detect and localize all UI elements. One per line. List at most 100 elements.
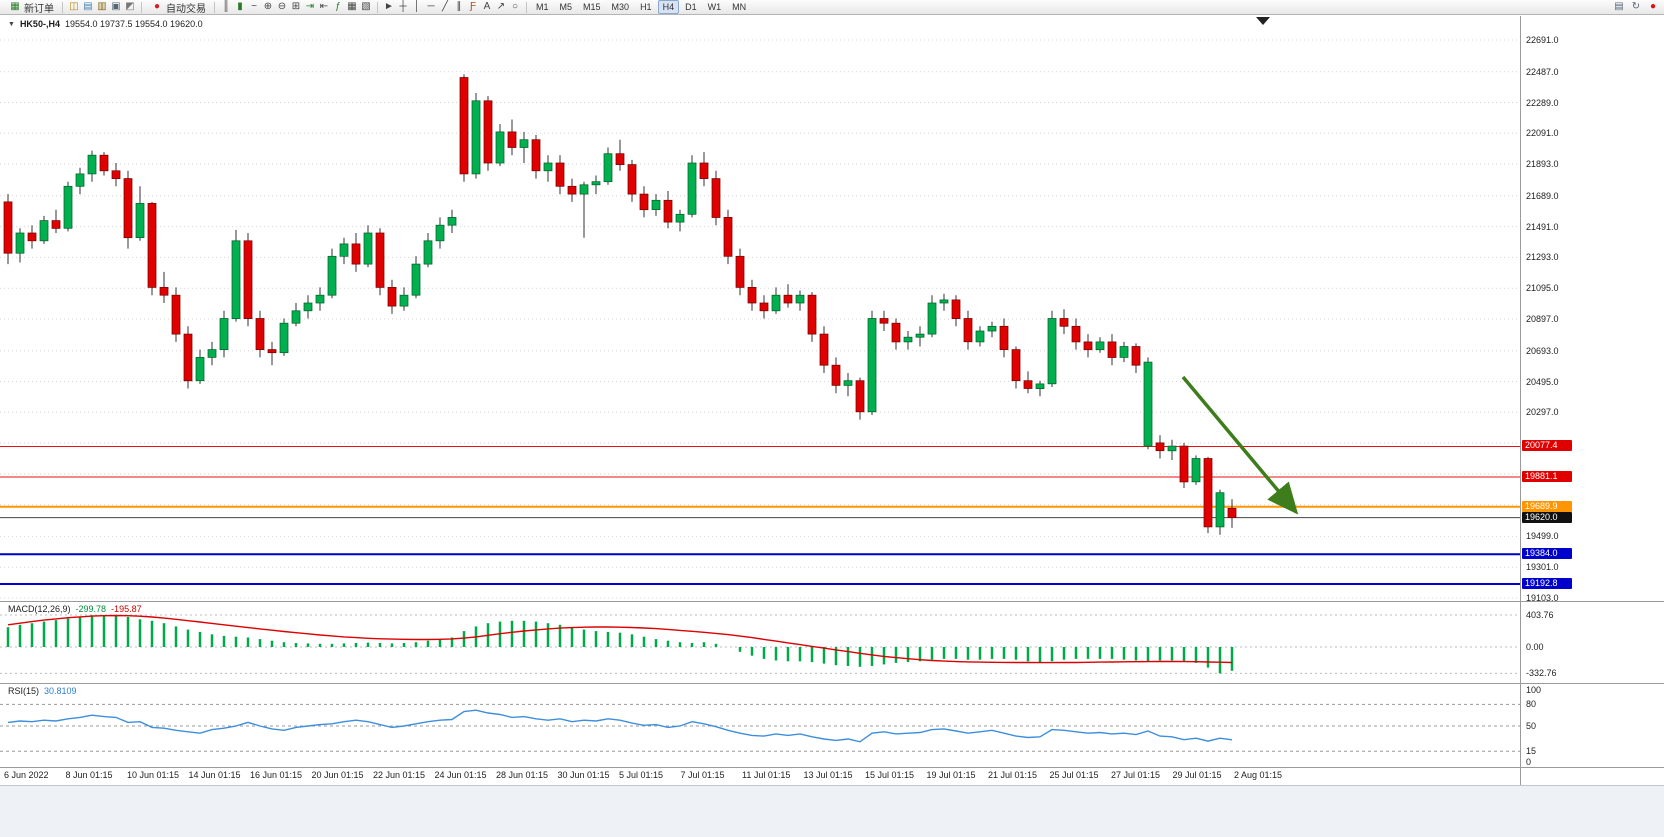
time-label: 29 Jul 01:15 [1172,770,1222,780]
time-label: 28 Jun 01:15 [496,770,549,780]
text-icon[interactable]: A [483,1,491,12]
timeframe-w1-button[interactable]: W1 [707,2,722,12]
periods-icon[interactable]: ▦ [347,1,357,12]
scale-label: 21491.0 [1526,221,1559,232]
autotrading-button[interactable]: ● 自动交易 [146,0,210,15]
timeframe-mn-button[interactable]: MN [732,2,747,12]
templates-icon[interactable]: ▧ [361,1,371,12]
candle-body [1215,492,1225,528]
chart-area[interactable]: ▼ HK50-,H4 19554.0 19737.5 19554.0 19620… [0,16,1664,837]
scale-label: 20297.0 [1526,407,1559,418]
candle-body [363,232,373,265]
candle-body [219,318,229,350]
rsi-panel[interactable] [0,683,1520,767]
vertical-line-icon[interactable]: │ [413,1,421,12]
scale-label: 50 [1526,721,1537,731]
toolbar-separator [526,1,527,13]
timeframe-h4-button[interactable]: H4 [657,0,680,14]
timeframe-m5-button[interactable]: M5 [559,2,573,12]
candle-body [303,302,313,312]
candle-body [207,349,217,358]
candlestick-chart-icon[interactable]: ▮ [237,1,243,12]
candle-body [903,336,913,343]
market-watch-icon[interactable]: ◫ [69,1,79,12]
candle-body [759,302,769,312]
data-window-icon[interactable]: ▤ [83,1,93,12]
macd-panel[interactable] [0,601,1520,683]
fibonacci-icon[interactable]: Ƒ [469,1,477,12]
panel-separator[interactable] [0,601,1664,602]
refresh-icon[interactable]: ↻ [1631,1,1641,12]
trendline-icon[interactable]: ╱ [441,1,449,12]
candle-body [603,153,613,183]
navigator-icon[interactable]: ▥ [97,1,107,12]
rsi-label: RSI(15) 30.8109 [8,686,77,696]
chart-list-icon[interactable]: ▤ [1614,1,1624,12]
trend-arrow[interactable] [1181,375,1299,515]
panel-separator[interactable] [0,683,1664,684]
scale-label: 15 [1526,746,1537,757]
time-label: 25 Jul 01:15 [1049,770,1099,780]
timeframe-m15-button[interactable]: M15 [583,2,601,12]
candle-body [1179,445,1189,483]
time-label: 7 Jul 01:15 [680,770,725,780]
candle-body [3,201,13,254]
candle-body [1071,325,1081,343]
macd-signal-value: -195.87 [111,604,142,614]
horizontal-line-icon[interactable]: ─ [427,1,435,12]
timeframe-h1-button[interactable]: H1 [640,2,652,12]
scale-label: 403.76 [1526,610,1554,620]
notification-badge-icon[interactable]: ● [1649,1,1657,12]
candle-body [843,380,853,386]
shapes-icon[interactable]: ○ [511,1,519,12]
macd-main-value: -299.78 [75,604,107,614]
terminal-icon[interactable]: ▣ [111,1,121,12]
crosshair-icon[interactable]: ┼ [399,1,407,12]
time-axis[interactable]: 6 Jun 2022 8 Jun 01:15 10 Jun 01:15 14 Jun … [0,767,1664,785]
candle-body [519,139,529,148]
candle-body [747,287,757,304]
scale-label: 21095.0 [1526,283,1559,294]
price-chart[interactable] [0,16,1520,601]
timeframe-m1-button[interactable]: M1 [536,2,549,12]
strategy-tester-icon[interactable]: ◩ [125,1,135,12]
cursor-icon[interactable]: ► [384,1,394,12]
toolbar-separator [62,1,63,13]
time-label: 13 Jul 01:15 [803,770,853,780]
timeframe-d1-button[interactable]: D1 [685,2,697,12]
toolbar-separator [377,1,378,13]
scale-label: 21689.0 [1526,190,1559,201]
candle-body [243,240,253,319]
timeframe-m30-button[interactable]: M30 [611,2,630,12]
indicators-icon[interactable]: ƒ [335,1,341,12]
price-scale[interactable]: 22691.0 22487.0 22289.0 22091.0 21893.0 21689… [1521,16,1664,785]
candle-body [579,184,589,195]
collapse-icon[interactable]: ▼ [8,20,15,28]
line-chart-icon[interactable]: ~ [251,1,257,12]
chart-shift-marker[interactable] [1256,17,1270,25]
channel-icon[interactable]: ∥ [456,1,462,12]
arrows-dropdown-icon[interactable]: ↗ [496,1,506,12]
auto-scroll-icon[interactable]: ⇥ [305,1,315,12]
candle-body [1131,346,1141,366]
candle-body [171,294,181,335]
candle-body [891,322,901,343]
candle-body [27,232,37,242]
time-label: 14 Jun 01:15 [188,770,241,780]
candle-body [411,263,421,296]
tile-windows-icon[interactable]: ⊞ [291,1,301,12]
candle-body [1035,383,1045,389]
price-gridlines [0,39,1520,599]
candle-body [495,131,505,164]
rsi-line [7,709,1233,743]
bar-chart-icon[interactable]: ║ [222,1,230,12]
zoom-out-icon[interactable]: ⊖ [277,1,287,12]
zoom-in-icon[interactable]: ⊕ [263,1,273,12]
new-order-button[interactable]: ▦ 新订单 [4,0,58,15]
scale-label: 22691.0 [1526,35,1559,45]
scale-label: 19301.0 [1526,562,1559,573]
horizontal-level-lines[interactable] [0,446,1520,585]
chart-shift-icon[interactable]: ⇤ [319,1,329,12]
scale-label: 100 [1526,685,1542,695]
candle-body [123,178,133,239]
